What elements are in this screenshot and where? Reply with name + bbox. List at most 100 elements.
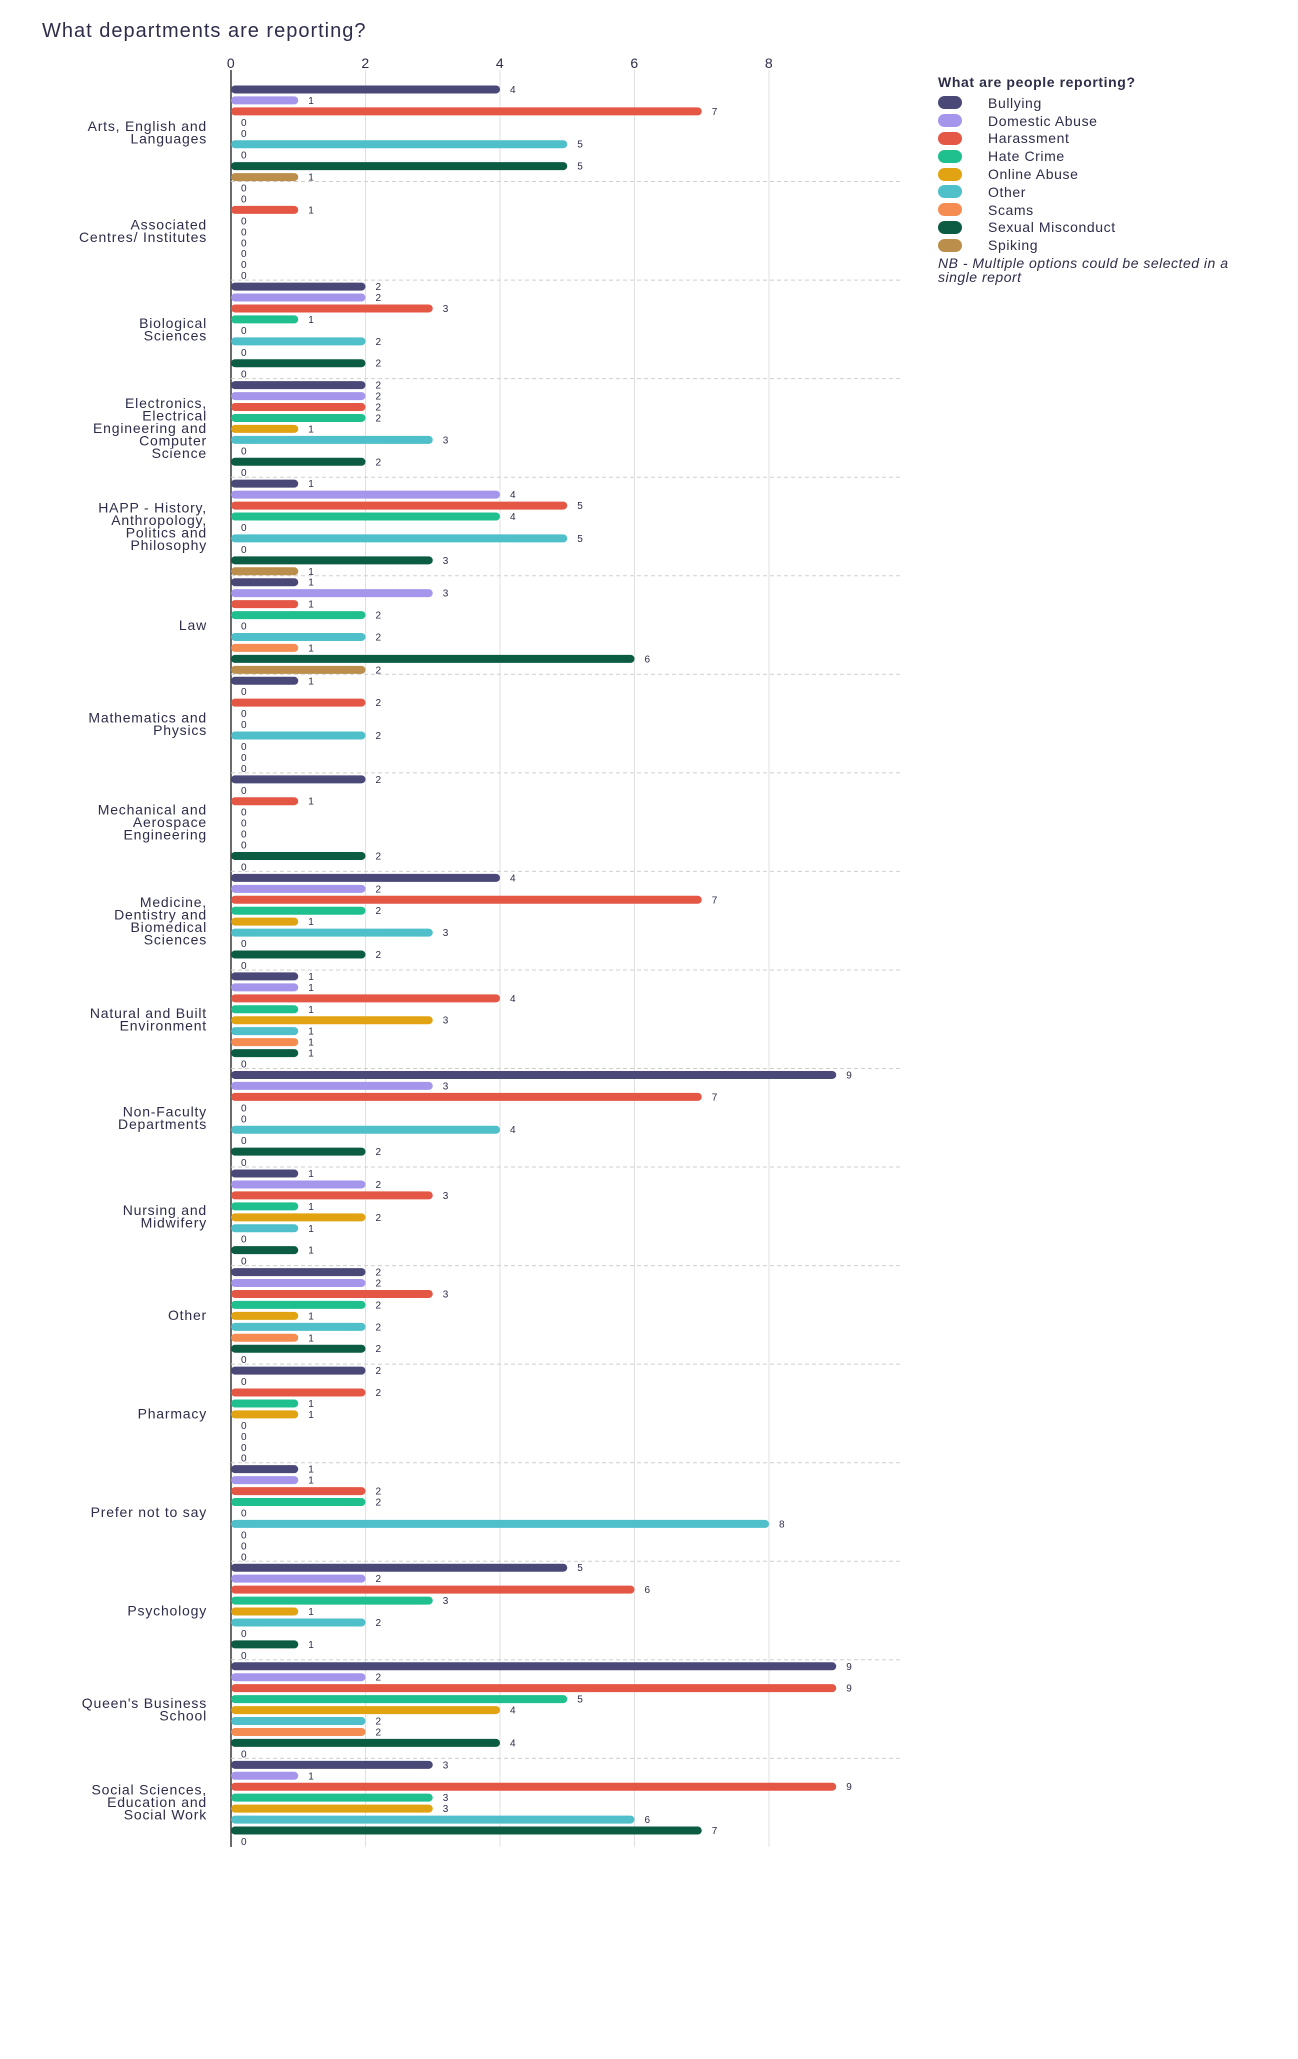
data-label: 0 [241,939,247,950]
data-label: 0 [241,545,247,556]
bar-harassment [231,994,500,1003]
department-label-line: Anthropology, [111,512,207,528]
data-label: 2 [376,1717,382,1728]
data-label: 1 [308,578,314,589]
x-tick-label: 8 [765,55,773,71]
data-label: 3 [443,1289,449,1300]
department-label-line: Science [152,445,207,461]
data-label: 4 [510,1738,516,1749]
department-label-line: Electrical [142,407,207,423]
bar-bullying [231,1662,837,1671]
bar-harassment [231,1092,702,1101]
data-label: 2 [376,731,382,742]
data-label: 2 [376,950,382,961]
data-label: 9 [846,1662,852,1673]
bar-spiking [231,173,299,182]
legend-label: Other [988,183,1027,200]
department-label-line: Psychology [127,1603,207,1619]
department-label-line: Natural and Built [90,1005,207,1021]
data-label: 3 [443,1760,449,1771]
bar-domestic-abuse [231,392,366,401]
department-label-line: Departments [118,1116,207,1132]
department-label-line: HAPP - History, [98,500,207,516]
legend-swatch [938,220,962,234]
data-label: 4 [510,85,516,96]
department-label: Biological Sciences [139,315,207,344]
data-label: 0 [241,1377,247,1388]
bar-bullying [231,972,299,981]
data-label: 1 [308,1333,314,1344]
bar-hate-crime [231,512,500,521]
data-label: 2 [376,1487,382,1498]
data-label: 0 [241,260,247,271]
bar-harassment [231,1289,433,1298]
chart-title: What departments are reporting? [42,20,367,42]
bar-online-abuse [231,1706,500,1715]
data-label: 9 [846,1782,852,1793]
data-label: 0 [241,862,247,873]
bar-domestic-abuse [231,96,299,105]
data-label: 2 [376,359,382,370]
data-label: 2 [376,1366,382,1377]
bar-bullying [231,1268,366,1277]
data-label: 2 [376,1322,382,1333]
data-label: 5 [577,1563,583,1574]
x-tick-label: 2 [361,55,369,71]
data-label: 7 [712,895,718,906]
department-label-line: Law [179,617,207,633]
bar-harassment [231,698,366,707]
data-label: 0 [241,1355,247,1366]
data-label: 2 [376,293,382,304]
data-label: 0 [241,523,247,534]
data-label: 3 [443,1804,449,1815]
bar-sexual-misconduct [231,1826,702,1835]
data-label: 0 [241,1158,247,1169]
department-label: Mechanical and Aerospace Engineering [98,802,207,843]
data-label: 4 [510,1706,516,1717]
data-label: 0 [241,1103,247,1114]
data-label: 0 [241,687,247,698]
bar-sexual-misconduct [231,1147,366,1156]
data-label: 0 [241,216,247,227]
bar-domestic-abuse [231,1771,299,1780]
data-label: 1 [308,676,314,687]
bar-sexual-misconduct [231,1738,500,1747]
bar-harassment [231,1684,837,1693]
department-label-line: Social Sciences, [91,1782,207,1798]
data-label: 0 [241,709,247,720]
data-label: 0 [241,446,247,457]
bar-hate-crime [231,1005,299,1014]
legend-label: Online Abuse [988,166,1079,183]
department-label-line: Dentistry and [114,906,207,922]
bar-sexual-misconduct [231,556,433,565]
data-label: 1 [308,797,314,808]
data-label: 0 [241,370,247,381]
data-label: 0 [241,808,247,819]
bar-other [231,1224,299,1233]
bar-other [231,1125,500,1134]
department-label: Prefer not to say [91,1504,207,1520]
data-label: 0 [241,742,247,753]
data-label: 2 [376,665,382,676]
department-label-line: Philosophy [131,537,208,553]
data-label: 1 [308,1246,314,1257]
bar-domestic-abuse [231,1180,366,1189]
bar-other [231,1027,299,1036]
bar-harassment [231,304,433,313]
data-label: 0 [241,326,247,337]
legend-label: Harassment [988,130,1070,147]
data-label: 2 [376,884,382,895]
department-label-line: Politics and [126,525,207,541]
legend-item-harassment: Harassment [938,130,1268,148]
bar-harassment [231,403,366,412]
bar-bullying [231,1563,568,1572]
data-label: 0 [241,830,247,841]
department-label-line: Medicine, [140,894,207,910]
data-label: 2 [376,1618,382,1629]
data-label: 7 [712,107,718,118]
bar-domestic-abuse [231,1279,366,1288]
department-label-line: Computer [139,432,207,448]
data-label: 0 [241,238,247,249]
data-label: 3 [443,304,449,315]
data-label: 0 [241,1443,247,1454]
